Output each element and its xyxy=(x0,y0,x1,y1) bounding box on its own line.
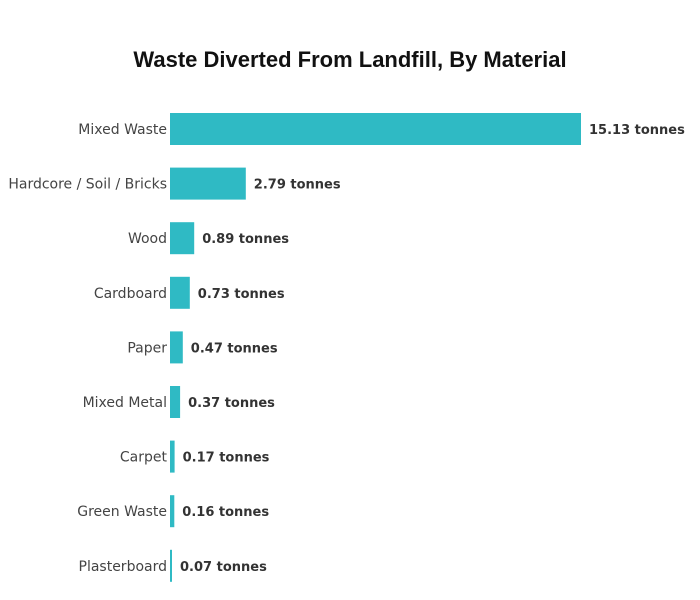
category-label: Wood xyxy=(128,231,167,247)
bars-group xyxy=(170,113,581,582)
category-labels-group: Mixed Waste Hardcore / Soil / Bricks Wood C… xyxy=(8,122,167,575)
category-label: Mixed Metal xyxy=(83,395,167,411)
bar-carpet xyxy=(170,440,175,473)
bar-cardboard xyxy=(170,276,190,309)
value-labels-group: 15.13 tonnes 2.79 tonnes 0.89 tonnes 0.73 t… xyxy=(180,123,685,575)
category-label: Hardcore / Soil / Bricks xyxy=(8,177,167,193)
category-label: Plasterboard xyxy=(79,559,168,575)
value-label: 0.89 tonnes xyxy=(202,232,289,247)
value-label: 0.07 tonnes xyxy=(180,560,267,575)
value-label: 0.47 tonnes xyxy=(191,341,278,356)
category-label: Carpet xyxy=(120,450,168,466)
bar-green-waste xyxy=(170,495,175,528)
bar-hardcore-soil-bricks xyxy=(170,167,246,200)
value-label: 0.16 tonnes xyxy=(182,505,269,520)
value-label: 2.79 tonnes xyxy=(254,178,341,193)
bar-paper xyxy=(170,331,183,364)
category-label: Green Waste xyxy=(77,504,167,520)
bar-wood xyxy=(170,222,195,255)
value-label: 0.73 tonnes xyxy=(198,287,285,302)
value-label: 0.17 tonnes xyxy=(183,451,270,466)
value-label: 0.37 tonnes xyxy=(188,396,275,411)
chart-title: Waste Diverted From Landfill, By Materia… xyxy=(133,47,567,72)
bar-mixed-waste xyxy=(170,113,581,145)
bar-mixed-metal xyxy=(170,386,181,418)
bar-plasterboard xyxy=(170,549,172,582)
category-label: Cardboard xyxy=(94,286,167,302)
value-label: 15.13 tonnes xyxy=(589,123,685,138)
category-label: Paper xyxy=(127,340,167,356)
category-label: Mixed Waste xyxy=(78,122,167,138)
